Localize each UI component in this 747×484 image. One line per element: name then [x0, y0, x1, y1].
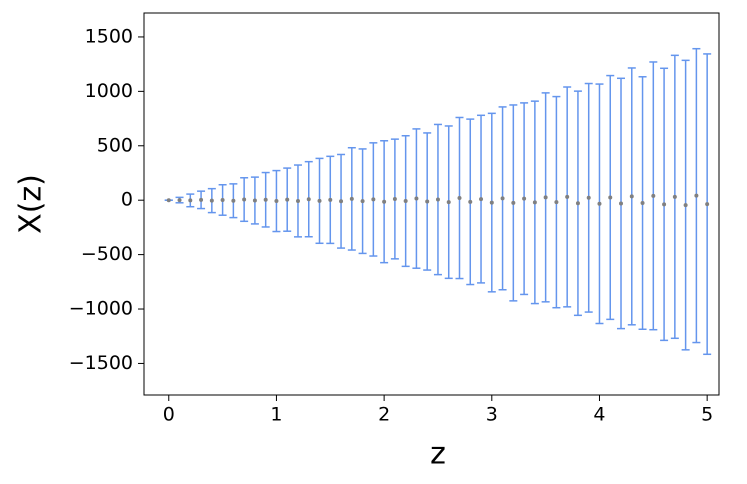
point — [683, 203, 688, 208]
x-tick-label: 0 — [163, 404, 175, 426]
point — [306, 197, 311, 202]
point — [662, 202, 667, 207]
point — [177, 198, 182, 203]
point — [597, 201, 602, 206]
point — [608, 195, 613, 200]
x-axis-label: z — [430, 437, 446, 472]
point — [403, 199, 408, 204]
point — [500, 196, 505, 201]
point — [619, 201, 624, 206]
y-tick-label: −1000 — [69, 298, 133, 320]
point — [166, 198, 171, 203]
x-tick-label: 4 — [593, 404, 605, 426]
point — [629, 194, 634, 199]
point — [554, 200, 559, 205]
x-tick-label: 1 — [270, 404, 282, 426]
point — [651, 193, 656, 198]
point — [382, 199, 387, 204]
x-tick-label: 2 — [378, 404, 390, 426]
point — [586, 195, 591, 200]
point — [220, 197, 225, 202]
point — [446, 200, 451, 205]
point — [328, 197, 333, 202]
point — [339, 199, 344, 204]
point — [705, 202, 710, 207]
point — [694, 193, 699, 198]
point — [199, 197, 204, 202]
point — [295, 198, 300, 203]
point — [511, 200, 516, 205]
point — [274, 199, 279, 204]
plot-frame — [143, 12, 720, 396]
y-tick-label: 1000 — [85, 80, 133, 102]
x-tick-label: 5 — [701, 404, 713, 426]
point — [435, 197, 440, 202]
point — [640, 201, 645, 206]
point — [209, 198, 214, 203]
point — [285, 197, 290, 202]
y-axis-label: X(z) — [14, 174, 49, 234]
point — [457, 196, 462, 201]
point — [414, 196, 419, 201]
point — [543, 195, 548, 200]
y-tick-label: 500 — [97, 134, 133, 156]
point — [263, 197, 268, 202]
point — [532, 200, 537, 205]
point — [565, 194, 570, 199]
point — [371, 197, 376, 202]
point — [479, 197, 484, 202]
point — [242, 197, 247, 202]
point — [575, 201, 580, 206]
y-tick-label: −1500 — [69, 352, 133, 374]
point — [522, 196, 527, 201]
point — [468, 199, 473, 204]
point — [489, 200, 494, 205]
point — [392, 196, 397, 201]
point — [231, 198, 236, 203]
point — [252, 198, 257, 203]
y-tick-label: 0 — [121, 189, 133, 211]
x-tick-label: 3 — [486, 404, 498, 426]
y-tick-label: 1500 — [85, 25, 133, 47]
point — [188, 198, 193, 203]
y-tick-label: −500 — [81, 243, 133, 265]
point — [360, 199, 365, 204]
point — [317, 198, 322, 203]
point — [425, 199, 430, 204]
point — [349, 196, 354, 201]
point — [672, 194, 677, 199]
